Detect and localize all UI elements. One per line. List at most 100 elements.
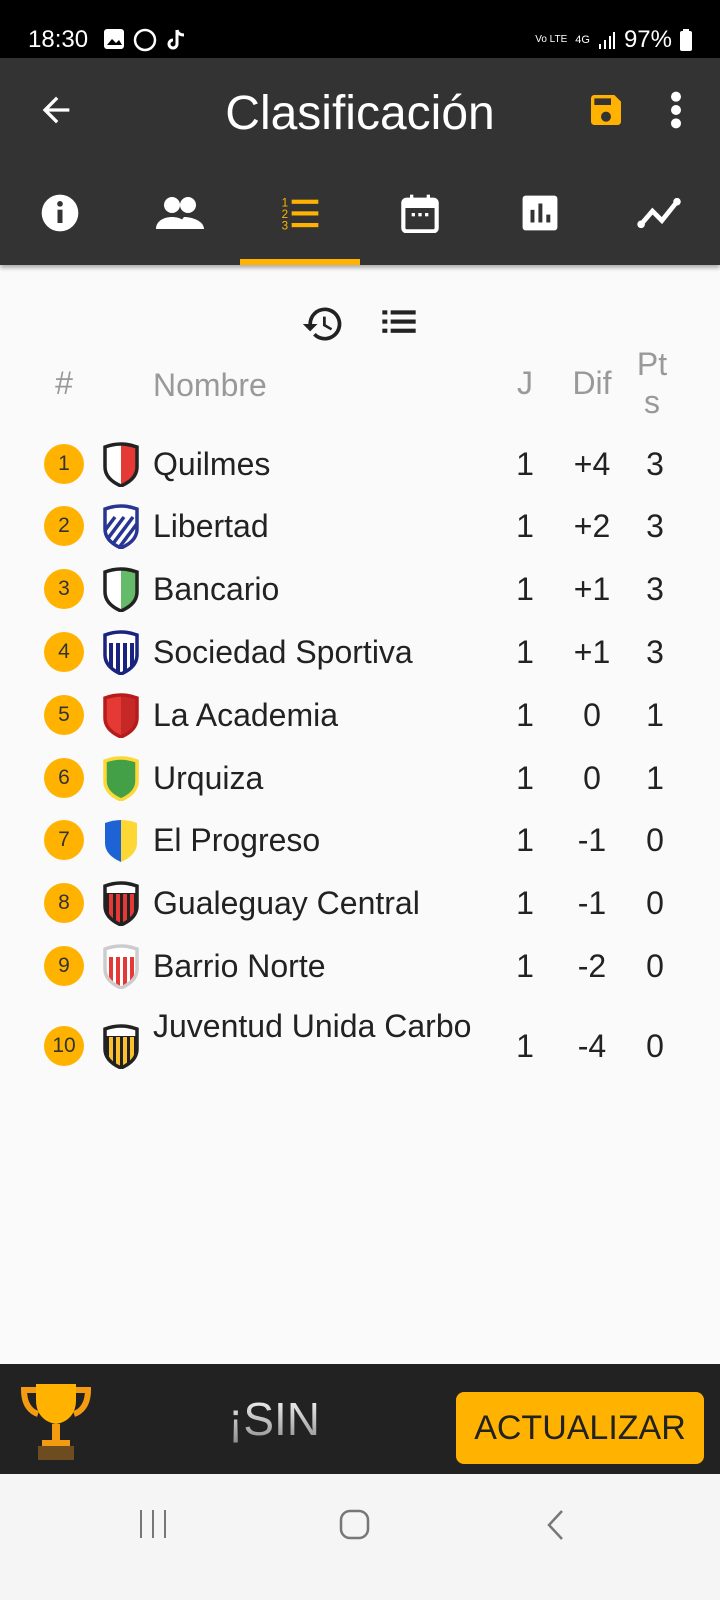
played: 1: [516, 822, 534, 858]
people-icon: [156, 196, 204, 229]
trophy-icon: [20, 1384, 92, 1460]
info-icon: [41, 194, 79, 231]
points: 3: [646, 508, 664, 544]
signal-icon: [598, 32, 615, 49]
team-crest-icon: [103, 504, 139, 549]
page-title: Clasificación: [225, 87, 495, 140]
rank-badge: 7: [44, 820, 84, 860]
team-name: La Academia: [153, 697, 339, 733]
team-name: Bancario: [153, 571, 280, 607]
save-icon[interactable]: [586, 90, 626, 130]
rank-badge: 2: [44, 506, 84, 546]
goal-diff: 0: [583, 697, 601, 733]
tab-teams[interactable]: [120, 178, 240, 265]
recents-icon[interactable]: [138, 1508, 170, 1540]
header-rank: #: [55, 365, 73, 401]
table-row[interactable]: 4 Sociedad Sportiva 1 +1 3: [0, 628, 720, 676]
goal-diff: -2: [577, 948, 607, 984]
bottom-bar: ¡SIN ACTUALIZAR: [0, 1364, 720, 1474]
more-vert-icon[interactable]: [668, 90, 684, 130]
status-time: 18:30: [28, 26, 89, 53]
table-row[interactable]: 8 Gualeguay Central 1 -1 0: [0, 879, 720, 927]
bar-chart-icon: [522, 195, 558, 230]
team-crest-icon: [103, 693, 139, 738]
network-label: 4G: [575, 34, 590, 46]
table-header: # Nombre J Dif Pt s: [0, 345, 720, 425]
table-row[interactable]: 5 La Academia 1 0 1: [0, 691, 720, 739]
rank-badge: 3: [44, 569, 84, 609]
table-row[interactable]: 10 Juventud Unida Carbo 1 -4 0: [0, 1006, 720, 1086]
update-button[interactable]: ACTUALIZAR: [456, 1392, 704, 1464]
svg-text:1: 1: [282, 196, 288, 209]
line-chart-icon: [637, 197, 681, 228]
team-name: Libertad: [153, 508, 269, 544]
played: 1: [516, 571, 534, 607]
points: 0: [646, 822, 664, 858]
goal-diff: -4: [577, 1028, 607, 1064]
team-name: Quilmes: [153, 446, 271, 482]
table-row[interactable]: 9 Barrio Norte 1 -2 0: [0, 942, 720, 990]
team-name: El Progreso: [153, 822, 321, 858]
table-row[interactable]: 6 Urquiza 1 0 1: [0, 754, 720, 802]
rank-badge: 8: [44, 883, 84, 923]
team-crest-icon: [103, 630, 139, 675]
rank-badge: 10: [44, 1026, 84, 1066]
back-arrow-icon[interactable]: [36, 90, 76, 130]
view-tools: [0, 302, 720, 346]
banner-text: ¡SIN: [228, 1393, 320, 1445]
tab-info[interactable]: [0, 178, 120, 265]
table-row[interactable]: 1 Quilmes 1 +4 3: [0, 440, 720, 488]
tiktok-icon: [167, 29, 185, 50]
whatsapp-icon: [133, 28, 157, 52]
rank-badge: 1: [44, 444, 84, 484]
header-diff: Dif: [572, 365, 612, 401]
list-view-icon[interactable]: [379, 302, 419, 342]
played: 1: [516, 634, 534, 670]
team-name: Urquiza: [153, 760, 264, 796]
goal-diff: -1: [577, 822, 607, 858]
back-icon[interactable]: [544, 1508, 568, 1542]
played: 1: [516, 885, 534, 921]
volte-label: Vo LTE: [535, 34, 568, 45]
tab-evolution[interactable]: [600, 178, 720, 265]
tab-calendar[interactable]: [360, 178, 480, 265]
played: 1: [516, 1028, 534, 1064]
rank-badge: 9: [44, 946, 84, 986]
header-played: J: [517, 365, 533, 401]
team-name: Sociedad Sportiva: [153, 634, 413, 670]
team-crest-icon: [103, 1024, 139, 1069]
team-crest-icon: [103, 567, 139, 612]
points: 3: [646, 634, 664, 670]
goal-diff: -1: [577, 885, 607, 921]
table-row[interactable]: 2 Libertad 1 +2 3: [0, 502, 720, 550]
played: 1: [516, 948, 534, 984]
points: 3: [646, 571, 664, 607]
played: 1: [516, 446, 534, 482]
table-row[interactable]: 3 Bancario 1 +1 3: [0, 565, 720, 613]
goal-diff: +1: [573, 571, 611, 607]
points: 0: [646, 948, 664, 984]
status-bar: 18:30 Vo LTE 4G 97%: [0, 0, 720, 58]
ranking-list-icon: 123: [282, 196, 319, 232]
team-crest-icon: [103, 442, 139, 487]
history-icon[interactable]: [301, 302, 345, 346]
system-nav-bar: [0, 1474, 720, 1600]
goal-diff: 0: [583, 760, 601, 796]
team-name: Gualeguay Central: [153, 885, 420, 921]
goal-diff: +4: [573, 446, 611, 482]
points: 1: [646, 760, 664, 796]
table-row[interactable]: 7 El Progreso 1 -1 0: [0, 816, 720, 864]
team-crest-icon: [105, 820, 137, 862]
played: 1: [516, 760, 534, 796]
points: 0: [646, 885, 664, 921]
svg-text:2: 2: [282, 208, 288, 221]
calendar-icon: [401, 194, 439, 233]
points: 1: [646, 697, 664, 733]
home-icon[interactable]: [338, 1508, 372, 1542]
played: 1: [516, 508, 534, 544]
points: 3: [646, 446, 664, 482]
goal-diff: +2: [573, 508, 611, 544]
tab-stats[interactable]: [480, 178, 600, 265]
